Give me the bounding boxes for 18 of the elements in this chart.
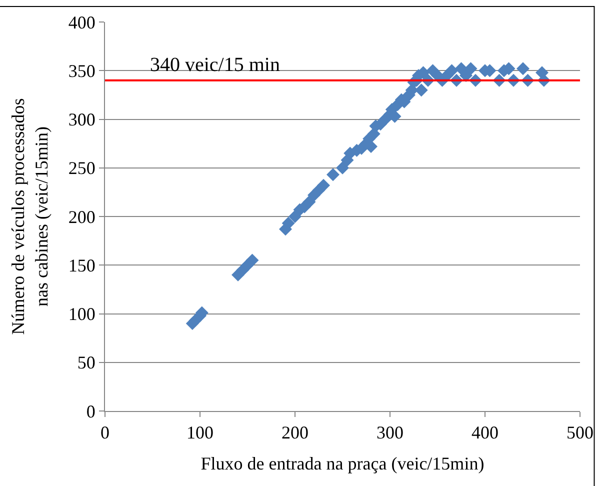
y-tick-label: 350: [68, 60, 96, 81]
x-tick-label: 300: [376, 422, 404, 443]
x-tick-label: 500: [566, 422, 594, 443]
y-tick-label: 300: [68, 110, 96, 130]
y-tick-label: 200: [68, 206, 96, 227]
y-axis-title: Número de veículos processados nas cabines (veic/15min): [8, 98, 52, 335]
y-tick-label: 0: [86, 401, 96, 422]
y-tick-label: 50: [77, 352, 96, 373]
x-tick-label: 0: [100, 422, 110, 443]
ref-line-label: 340 veic/15 min: [150, 54, 280, 76]
x-tick-label: 100: [186, 422, 214, 443]
x-axis-title: Fluxo de entrada na praça (veic/15min): [200, 454, 484, 474]
x-tick-label: 400: [472, 422, 498, 443]
y-tick-label: 150: [68, 255, 96, 276]
y-tick-label: 400: [68, 12, 96, 32]
x-tick-label: 200: [282, 422, 308, 443]
y-tick-label: 100: [68, 304, 96, 324]
y-tick-label: 250: [68, 158, 96, 178]
